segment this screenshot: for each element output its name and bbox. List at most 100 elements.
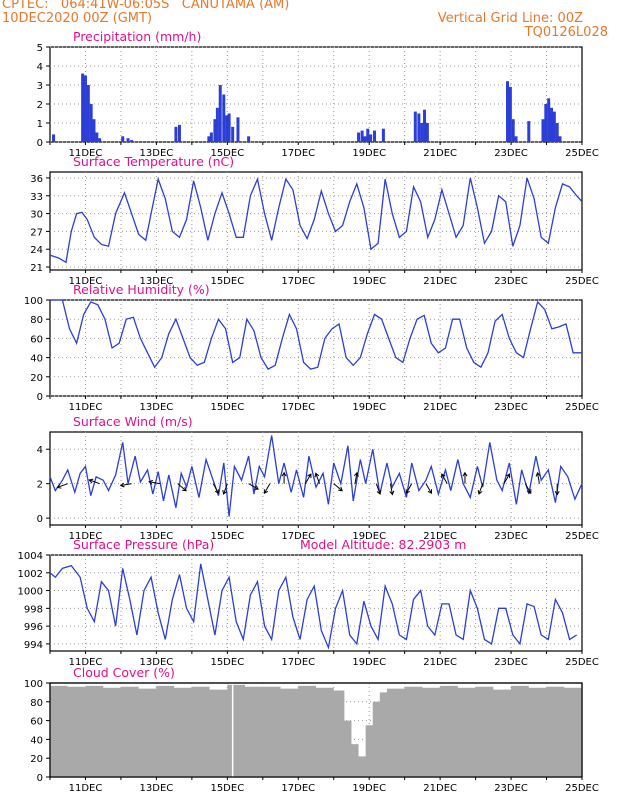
wind-arrow-head-7: [254, 485, 259, 490]
precip-bar-22: [236, 117, 240, 142]
xtick-label-0-1: 13DEC: [140, 148, 174, 159]
precip-bar-6: [95, 132, 99, 142]
wind-arrow-head-24: [554, 490, 560, 496]
xtick-label-4-6: 23DEC: [494, 657, 528, 668]
precip-bar-8: [121, 136, 125, 142]
panel-title-1: Surface Temperature (nC): [73, 154, 234, 169]
series-line-3: [49, 435, 583, 517]
xtick-label-1-0: 11DEC: [69, 276, 103, 287]
wind-arrow-head-3: [148, 479, 154, 485]
precip-bar-11: [174, 126, 178, 142]
ytick-label-1-2: 27: [30, 227, 43, 238]
ytick-label-2-0: 0: [37, 392, 43, 403]
ytick-label-4-3: 1000: [18, 587, 43, 598]
wind-arrow-4: [177, 483, 187, 492]
wind-arrow-21: [503, 473, 510, 484]
wind-arrow-7: [248, 483, 259, 490]
precip-bar-9: [126, 138, 130, 142]
ytick-label-2-1: 20: [30, 373, 43, 384]
xtick-label-3-7: 25DEC: [565, 531, 599, 542]
xtick-label-1-7: 25DEC: [565, 276, 599, 287]
ytick-label-0-4: 4: [37, 62, 43, 73]
xtick-label-0-5: 21DEC: [423, 148, 457, 159]
precip-bar-29: [373, 130, 377, 142]
xtick-label-4-1: 13DEC: [140, 657, 174, 668]
wind-arrow-12: [333, 483, 343, 492]
xtick-label-2-3: 17DEC: [281, 402, 315, 413]
precip-bar-2: [83, 75, 87, 142]
wind-arrow-18: [441, 473, 448, 484]
wind-arrow-head-2: [119, 482, 125, 488]
precip-bar-35: [425, 123, 429, 142]
xtick-label-1-1: 13DEC: [140, 276, 174, 287]
wind-arrow-head-16: [405, 489, 411, 495]
panel-title-4: Surface Pressure (hPa): [73, 537, 214, 552]
precip-bar-27: [366, 128, 370, 142]
precip-bar-36: [506, 81, 510, 142]
cloud-area: [50, 684, 582, 777]
precip-bar-23: [247, 136, 251, 142]
xtick-label-2-2: 15DEC: [210, 402, 244, 413]
wind-arrow-2: [120, 483, 132, 487]
ytick-label-1-4: 33: [30, 192, 43, 203]
wind-arrow-head-6: [222, 489, 227, 495]
precip-bar-4: [89, 104, 93, 142]
xtick-label-0-7: 25DEC: [565, 148, 599, 159]
xtick-label-5-1: 13DEC: [140, 783, 174, 794]
xtick-label-2-0: 11DEC: [69, 402, 103, 413]
wind-arrow-17: [425, 483, 432, 494]
panel-frame-0: [49, 46, 583, 143]
precip-bar-20: [227, 113, 231, 142]
precip-bar-21: [231, 126, 235, 142]
precip-bar-12: [177, 124, 181, 142]
precip-bar-28: [369, 134, 373, 142]
xtick-label-5-2: 15DEC: [210, 783, 244, 794]
xtick-label-4-7: 25DEC: [565, 657, 599, 668]
ytick-label-1-5: 36: [30, 174, 43, 185]
precip-bar-33: [420, 123, 424, 142]
xtick-label-0-3: 17DEC: [281, 148, 315, 159]
xtick-label-1-3: 17DEC: [281, 276, 315, 287]
wind-arrow-14: [375, 483, 381, 495]
ytick-label-0-0: 0: [37, 138, 43, 149]
xtick-label-1-5: 21DEC: [423, 276, 457, 287]
wind-arrow-head-10: [307, 473, 312, 479]
date-header: 10DEC2020 00Z (GMT): [2, 11, 153, 26]
wind-arrow-head-17: [427, 489, 433, 495]
wind-arrow-3: [149, 481, 161, 485]
wind-arrow-head-19: [462, 471, 468, 477]
xtick-label-4-4: 19DEC: [352, 657, 386, 668]
precip-bar-43: [547, 98, 551, 142]
panel-annotation-4: Model Altitude: 82.2903 m: [300, 537, 466, 552]
xtick-label-5-7: 25DEC: [565, 783, 599, 794]
precip-bar-3: [86, 85, 90, 142]
product-code: TQ0126L028: [524, 25, 608, 40]
wind-arrow-head-12: [338, 486, 343, 492]
precip-bar-41: [541, 119, 545, 142]
ytick-label-5-2: 40: [30, 735, 43, 746]
wind-arrow-head-18: [441, 473, 446, 479]
xtick-label-1-4: 19DEC: [352, 276, 386, 287]
precip-bar-15: [213, 119, 217, 142]
wind-arrow-head-20: [477, 489, 483, 495]
xtick-label-2-6: 23DEC: [494, 402, 528, 413]
series-line-1: [49, 176, 583, 264]
precip-bar-42: [544, 104, 548, 142]
xtick-label-4-0: 11DEC: [69, 657, 103, 668]
precip-bar-14: [209, 132, 213, 142]
wind-arrow-6: [223, 483, 228, 495]
wind-arrow-head-0: [56, 484, 62, 489]
panel-frame-4: [49, 554, 583, 652]
panel-frame-top-5: [49, 682, 583, 778]
xtick-label-3-3: 17DEC: [281, 531, 315, 542]
precip-bar-13: [207, 136, 211, 142]
precip-bar-39: [514, 136, 518, 142]
ytick-label-1-0: 21: [30, 263, 43, 274]
wind-arrow-head-1: [88, 478, 94, 484]
precip-bar-38: [511, 119, 515, 142]
ytick-label-2-5: 100: [24, 296, 43, 307]
panel-title-0: Precipitation (mm/h): [73, 29, 201, 44]
ytick-label-2-3: 60: [30, 334, 43, 345]
wind-arrow-1: [89, 479, 100, 485]
xtick-label-0-6: 23DEC: [494, 148, 528, 159]
